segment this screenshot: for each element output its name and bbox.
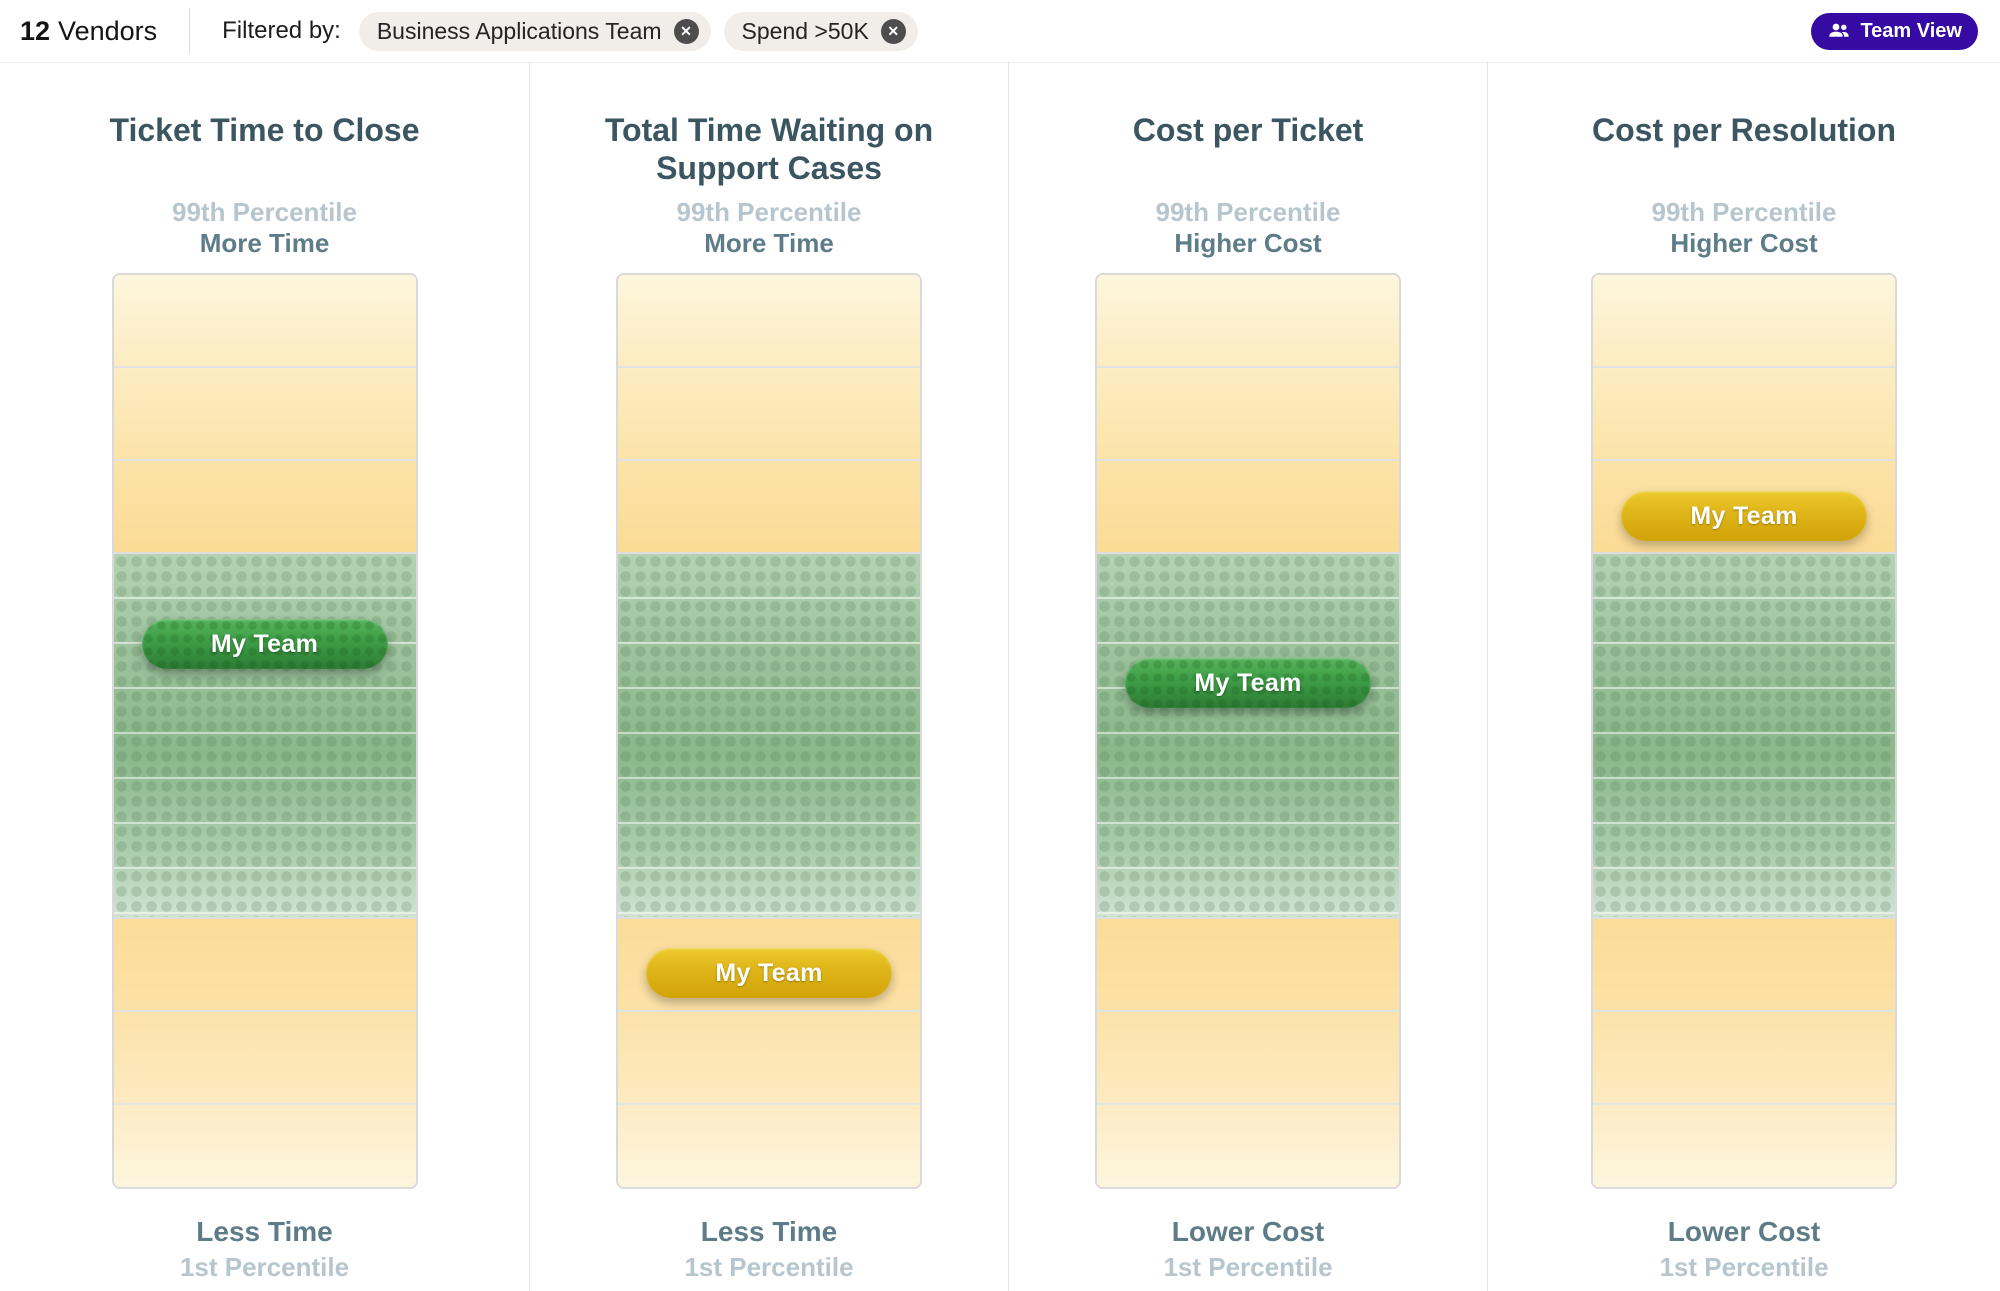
x-circle-icon[interactable]: ✕ — [880, 18, 906, 44]
filter-chip-label: Spend >50K — [741, 17, 869, 44]
percentile-band — [1593, 366, 1895, 459]
top-direction-label: More Time — [704, 228, 834, 258]
vendor-count: 12 Vendors — [20, 16, 157, 47]
percentile-band — [1097, 275, 1399, 366]
bottom-direction-label: Lower Cost — [1171, 1216, 1325, 1247]
vendor-count-number: 12 — [20, 15, 51, 46]
metric-column-total-time-waiting: Total Time Waiting on Support Cases 99th… — [529, 63, 1008, 1291]
metric-title: Ticket Time to Close — [109, 112, 420, 148]
top-percentile-label: 99th Percentile — [1155, 197, 1341, 227]
team-view-button[interactable]: Team View — [1811, 12, 1978, 50]
my-team-marker[interactable]: My Team — [141, 619, 388, 669]
percentile-band — [113, 1010, 416, 1103]
metric-title: Cost per Resolution — [1591, 112, 1896, 148]
x-circle-icon[interactable]: ✕ — [673, 18, 699, 44]
top-direction-label: Higher Cost — [1670, 228, 1818, 258]
my-team-marker-label: My Team — [1194, 668, 1302, 697]
my-team-marker[interactable]: My Team — [1621, 491, 1867, 541]
top-percentile-label: 99th Percentile — [172, 197, 357, 227]
metric-column-cost-per-ticket: Cost per Ticket 99th Percentile Higher C… — [1008, 63, 1487, 1291]
mid-percentile-green-zone — [1097, 552, 1399, 917]
top-direction-label: More Time — [199, 228, 330, 258]
bottom-percentile-label: 1st Percentile — [1659, 1252, 1829, 1282]
filtered-by-label: Filtered by: — [222, 17, 341, 44]
bottom-direction-label: Less Time — [700, 1216, 838, 1247]
team-view-label: Team View — [1860, 19, 1962, 42]
percentile-bar: My Team — [1591, 273, 1897, 1189]
mid-percentile-green-zone — [618, 552, 920, 917]
metrics-grid: Ticket Time to Close 99th Percentile Mor… — [0, 63, 2000, 1291]
percentile-band — [113, 366, 416, 459]
metric-title: Cost per Ticket — [1132, 112, 1364, 148]
percentile-band — [1097, 459, 1399, 552]
percentile-band — [1593, 1103, 1895, 1187]
percentile-bar: My Team — [111, 273, 418, 1189]
metric-title: Total Time Waiting on Support Cases — [604, 112, 934, 186]
header-divider — [189, 8, 191, 54]
percentile-band — [113, 275, 416, 366]
mid-percentile-green-zone — [1593, 552, 1895, 917]
filter-chip-label: Business Applications Team — [376, 17, 662, 44]
percentile-bar: My Team — [616, 273, 922, 1189]
metric-column-cost-per-resolution: Cost per Resolution 99th Percentile High… — [1487, 63, 2000, 1291]
percentile-band — [113, 917, 416, 1010]
my-team-marker-label: My Team — [715, 958, 823, 987]
percentile-band — [1593, 917, 1895, 1010]
percentile-band — [618, 1103, 920, 1187]
my-team-marker-label: My Team — [1690, 501, 1798, 530]
vendor-count-label: Vendors — [58, 15, 158, 46]
percentile-band — [1097, 1103, 1399, 1187]
percentile-band — [113, 1103, 416, 1187]
bottom-direction-label: Less Time — [196, 1216, 333, 1247]
people-icon — [1827, 19, 1851, 43]
metric-column-ticket-time-to-close: Ticket Time to Close 99th Percentile Mor… — [0, 63, 529, 1291]
percentile-band — [618, 366, 920, 459]
percentile-band — [618, 459, 920, 552]
bottom-percentile-label: 1st Percentile — [1163, 1252, 1333, 1282]
percentile-band — [113, 459, 416, 552]
top-percentile-label: 99th Percentile — [676, 197, 862, 227]
my-team-marker-label: My Team — [210, 629, 319, 658]
bottom-direction-label: Lower Cost — [1667, 1216, 1821, 1247]
top-percentile-label: 99th Percentile — [1651, 197, 1837, 227]
my-team-marker[interactable]: My Team — [1125, 658, 1371, 708]
percentile-band — [618, 1010, 920, 1103]
percentile-band — [1097, 1010, 1399, 1103]
percentile-band — [618, 275, 920, 366]
top-direction-label: Higher Cost — [1174, 228, 1322, 258]
percentile-bar: My Team — [1095, 273, 1401, 1189]
filter-chip-spend-50k[interactable]: Spend >50K ✕ — [723, 11, 918, 51]
percentile-band — [1593, 1010, 1895, 1103]
percentile-band — [1593, 275, 1895, 366]
percentile-band — [1097, 366, 1399, 459]
percentile-band — [1097, 917, 1399, 1010]
bottom-percentile-label: 1st Percentile — [179, 1252, 350, 1282]
header: 12 Vendors Filtered by: Business Applicat… — [0, 0, 2000, 63]
my-team-marker[interactable]: My Team — [646, 948, 892, 998]
filter-chip-business-applications-team[interactable]: Business Applications Team ✕ — [358, 11, 711, 51]
bottom-percentile-label: 1st Percentile — [684, 1252, 854, 1282]
mid-percentile-green-zone — [113, 552, 416, 917]
